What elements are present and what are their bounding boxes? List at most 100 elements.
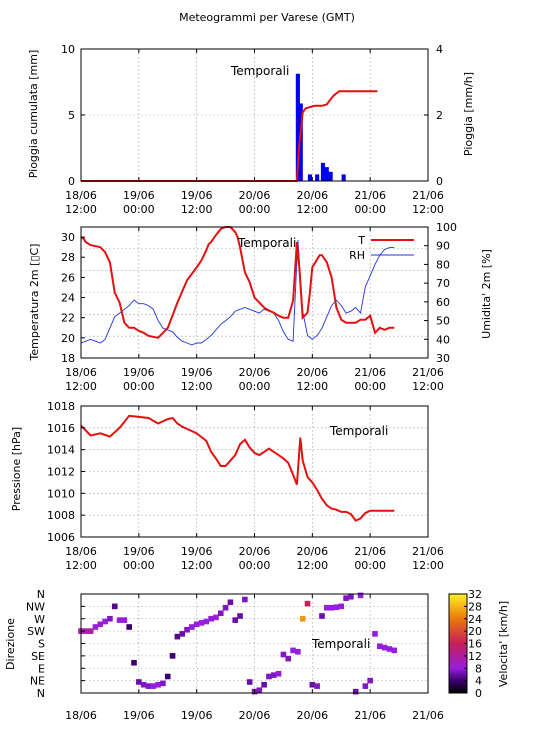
rain-xtick-date: 21/06 [354, 189, 386, 202]
rain-bar [315, 174, 320, 181]
rain-panel: Pioggia cumulata [mm] Pioggia [mm/h] [27, 50, 475, 179]
temp-xtick-date: 20/06 [296, 366, 328, 379]
press-xtick-time: 12:00 [181, 559, 213, 572]
press-ytick-label: 1008 [47, 509, 75, 522]
colorbar-tick-label: 16 [468, 638, 482, 651]
wind-point [372, 631, 378, 637]
rain-y2tick-label: 4 [436, 43, 443, 56]
press-xtick-date: 20/06 [296, 545, 328, 558]
wind-point [352, 688, 359, 695]
press-xtick-time: 12:00 [296, 559, 328, 572]
wind-ytick-label: N [37, 687, 45, 700]
wind-point [256, 687, 263, 694]
wind-point [169, 653, 176, 659]
wind-point [136, 679, 142, 685]
wind-point [213, 614, 219, 621]
temp-ytick-label: 24 [61, 292, 75, 305]
temp-ytick-label: 28 [61, 251, 75, 264]
wind-point [357, 592, 364, 599]
press-ytick-label: 1014 [47, 444, 75, 457]
wind-point [319, 613, 325, 619]
wind-point [121, 617, 128, 623]
wind-xtick-date: 20/06 [296, 709, 328, 722]
wind-point [217, 610, 224, 617]
legend-label-rh: RH [349, 249, 365, 262]
wind-point [386, 646, 393, 652]
wind-point [97, 621, 104, 628]
wind-point [184, 626, 190, 633]
rain-bar [341, 174, 346, 181]
rain-ytick-label: 10 [61, 43, 75, 56]
wind-point [299, 615, 306, 622]
wind-point [377, 643, 383, 650]
rain-bar [328, 171, 333, 181]
press-annotation: Temporali [329, 424, 388, 438]
rain-y2tick-label: 0 [436, 175, 443, 188]
wind-ytick-label: SE [31, 650, 45, 663]
wind-point [116, 617, 123, 623]
wind-xtick-date: 18/06 [65, 709, 97, 722]
press-xtick-date: 21/06 [412, 545, 444, 558]
wind-point [150, 683, 157, 689]
temp-xtick-date: 18/06 [65, 366, 97, 379]
colorbar-tick-label: 0 [475, 687, 482, 700]
temp-ytick-label: 26 [61, 271, 75, 284]
wind-point [314, 683, 320, 689]
temp-xtick-date: 19/06 [181, 366, 213, 379]
temp-xtick-time: 00:00 [354, 380, 386, 393]
press-ylabel: Pressione [hPa] [10, 427, 23, 511]
temp-xtick-time: 12:00 [65, 380, 97, 393]
wind-point [87, 628, 94, 634]
wind-point [111, 603, 118, 610]
temp-y2tick-label: 30 [436, 352, 450, 365]
rain-ylabel: Pioggia cumulata [mm] [27, 50, 40, 179]
wind-point [198, 620, 205, 626]
wind-point [140, 681, 147, 688]
press-xtick-time: 12:00 [412, 559, 444, 572]
rain-xtick-time: 12:00 [412, 203, 444, 216]
temp-ylabel: Temperatura 2m [▯C] [28, 244, 41, 362]
legend-label-t: T [357, 234, 365, 247]
temp-xtick-time: 12:00 [412, 380, 444, 393]
wind-point [232, 617, 239, 623]
wind-point [275, 670, 282, 677]
press-ytick-label: 1006 [47, 531, 75, 544]
temp-xtick-time: 12:00 [181, 380, 213, 393]
rain-xtick-date: 18/06 [65, 189, 97, 202]
wind-point [391, 647, 398, 654]
rain-xtick-time: 12:00 [65, 203, 97, 216]
pressure-panel: Pressione [hPa] [10, 427, 23, 511]
rain-bar [295, 73, 300, 181]
wind-point [304, 600, 311, 607]
wind-point [309, 681, 316, 688]
wind-point [92, 624, 99, 630]
wind-point [179, 631, 186, 637]
wind-point [160, 680, 166, 687]
wind-point [338, 603, 345, 610]
press-xtick-time: 12:00 [65, 559, 97, 572]
temp-ytick-label: 22 [61, 312, 75, 325]
temperature-line [81, 226, 395, 339]
wind-point [174, 633, 181, 640]
rain-xtick-date: 19/06 [181, 189, 213, 202]
rain-annotation: Temporali [230, 64, 289, 78]
colorbar-tick-label: 32 [468, 588, 482, 601]
press-xtick-date: 18/06 [65, 545, 97, 558]
rain-xtick-time: 00:00 [354, 203, 386, 216]
wind-annotation: Temporali [311, 637, 370, 651]
press-xtick-date: 19/06 [181, 545, 213, 558]
temp-xtick-time: 12:00 [296, 380, 328, 393]
wind-point [333, 604, 340, 610]
wind-point [193, 621, 200, 628]
wind-point [242, 596, 248, 603]
colorbar-tick-label: 4 [475, 675, 482, 688]
temp-xtick-time: 00:00 [123, 380, 155, 393]
temp-y2tick-label: 90 [436, 240, 450, 253]
pressure-line [80, 414, 395, 522]
colorbar-label: Velocita' [km/h] [497, 601, 510, 687]
wind-point [227, 599, 234, 606]
press-xtick-date: 19/06 [123, 545, 155, 558]
rain-xtick-date: 19/06 [123, 189, 155, 202]
temp-xtick-date: 19/06 [123, 366, 155, 379]
